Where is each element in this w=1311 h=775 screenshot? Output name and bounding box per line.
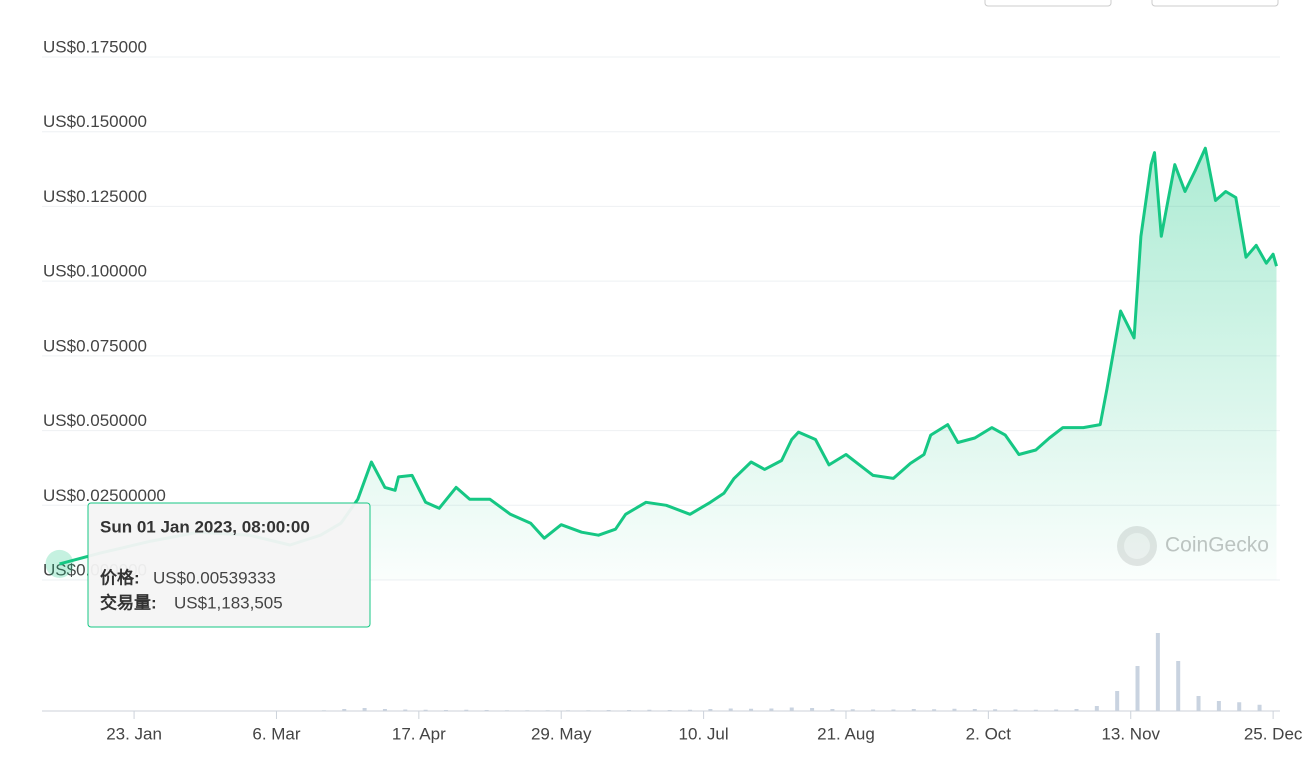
range-button[interactable] xyxy=(985,0,1111,6)
x-tick-label: 6. Mar xyxy=(252,724,301,743)
volume-bar xyxy=(1197,696,1201,711)
x-tick-label: 17. Apr xyxy=(392,724,446,743)
y-tick-label: US$0.175000 xyxy=(43,37,147,56)
volume-bar xyxy=(1095,706,1099,711)
volume-bar xyxy=(1156,633,1160,711)
y-tick-label: US$0.100000 xyxy=(43,262,147,281)
tooltip-volume: US$1,183,505 xyxy=(174,593,283,612)
tooltip-price-label: 价格: xyxy=(100,567,140,587)
tooltip-price: US$0.00539333 xyxy=(153,568,276,587)
x-tick-label: 25. Dec xyxy=(1244,724,1303,743)
tooltip-title: Sun 01 Jan 2023, 08:00:00 xyxy=(100,517,310,536)
x-tick-label: 2. Oct xyxy=(966,724,1012,743)
tooltip-volume-label: 交易量: xyxy=(100,592,157,612)
x-tick-label: 23. Jan xyxy=(106,724,162,743)
x-tick-label: 29. May xyxy=(531,724,592,743)
hover-marker xyxy=(46,550,74,578)
y-tick-label: US$0.050000 xyxy=(43,411,147,430)
volume-bar xyxy=(1217,701,1221,711)
volume-bar xyxy=(790,708,794,712)
x-tick-label: 10. Jul xyxy=(679,724,729,743)
y-tick-label: US$0.02500000 xyxy=(43,486,166,505)
y-tick-label: US$0.150000 xyxy=(43,112,147,131)
x-tick-label: 21. Aug xyxy=(817,724,875,743)
volume-bar xyxy=(1258,705,1262,711)
y-tick-label: US$0.125000 xyxy=(43,187,147,206)
y-tick-label: US$0.075000 xyxy=(43,336,147,355)
volume-bar xyxy=(1136,666,1140,711)
volume-bar xyxy=(1176,661,1180,711)
volume-bar xyxy=(1237,702,1241,711)
range-button[interactable] xyxy=(1152,0,1278,6)
x-tick-label: 13. Nov xyxy=(1101,724,1160,743)
volume-bar xyxy=(1115,691,1119,711)
